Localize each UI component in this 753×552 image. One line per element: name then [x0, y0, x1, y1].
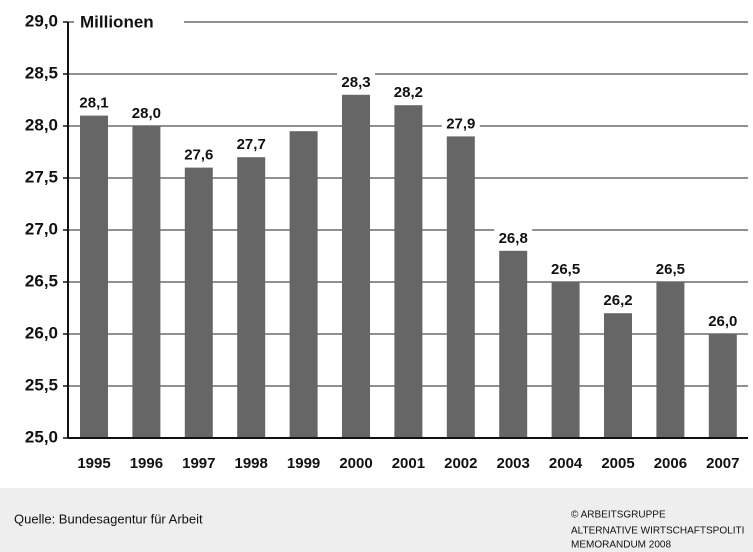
value-label: 26,5: [656, 261, 685, 278]
bar: [499, 250, 528, 438]
credit: MEMORANDUM 2008: [571, 540, 671, 551]
bar: [656, 282, 685, 438]
label-bg: [494, 228, 533, 248]
label-bg: [337, 72, 375, 92]
bar: [80, 115, 108, 438]
x-tick-label: 1999: [287, 455, 320, 472]
footer-band: [0, 488, 753, 552]
x-tick-label: 2006: [654, 455, 687, 472]
credit: © ARBEITSGRUPPE: [571, 510, 666, 521]
y-tick-label: 27,5: [25, 167, 58, 186]
value-label: 27,7: [237, 136, 266, 153]
bar: [708, 334, 737, 438]
value-label: 26,5: [551, 261, 580, 278]
value-label: 28,1: [79, 95, 108, 112]
y-tick-label: 28,0: [25, 115, 58, 134]
y-tick-label: 29,0: [25, 11, 58, 30]
value-label: 27,6: [184, 147, 213, 164]
credit: ALTERNATIVE WIRTSCHAFTSPOLITI: [571, 526, 744, 537]
x-tick-label: 2003: [497, 455, 530, 472]
y-tick-label: 25,5: [25, 375, 58, 394]
label-bg: [546, 260, 585, 279]
x-tick-label: 1996: [130, 455, 163, 472]
bar: [446, 136, 475, 438]
label-bg: [389, 83, 428, 103]
bar: [237, 157, 266, 438]
value-label: 27,9: [446, 115, 475, 132]
value-label: 26,8: [499, 230, 528, 247]
value-label: 26,2: [603, 292, 632, 309]
y-tick-label: 25,0: [25, 427, 58, 446]
y-tick-label: 28,5: [25, 63, 58, 82]
value-label: 26,0: [708, 313, 737, 330]
x-tick-label: 2002: [444, 455, 477, 472]
bar: [604, 313, 632, 438]
x-tick-label: 2001: [392, 455, 425, 472]
source: Quelle: Bundesagentur für Arbeit: [14, 511, 203, 526]
label-bg: [232, 135, 271, 155]
bar: [132, 126, 161, 438]
x-tick-label: 1997: [182, 455, 215, 472]
label-bg: [179, 145, 218, 165]
bar: [394, 105, 423, 438]
bar: [184, 167, 213, 438]
bar: [342, 94, 370, 439]
label-bg: [651, 260, 690, 279]
value-label: 28,3: [341, 74, 370, 91]
x-tick-label: 2005: [601, 455, 634, 472]
label-bg: [75, 93, 113, 113]
label-bg: [441, 114, 480, 134]
x-tick-label: 2007: [706, 455, 739, 472]
bar: [551, 282, 580, 438]
y-tick-label: 26,0: [25, 323, 58, 342]
bar: [289, 131, 318, 438]
x-tick-label: 1995: [77, 455, 110, 472]
y-tick-label: 26,5: [25, 271, 58, 290]
value-label: 28,2: [394, 84, 423, 101]
label-bg: [127, 104, 166, 123]
label-bg: [599, 291, 637, 311]
x-tick-label: 2004: [549, 455, 583, 472]
y-axis-label: Millionen: [80, 12, 154, 31]
x-tick-label: 1998: [235, 455, 268, 472]
y-tick-label: 27,0: [25, 219, 58, 238]
value-label: 28,0: [132, 105, 161, 122]
label-bg: [74, 10, 184, 36]
x-tick-label: 2000: [339, 455, 372, 472]
label-bg: [703, 312, 742, 331]
